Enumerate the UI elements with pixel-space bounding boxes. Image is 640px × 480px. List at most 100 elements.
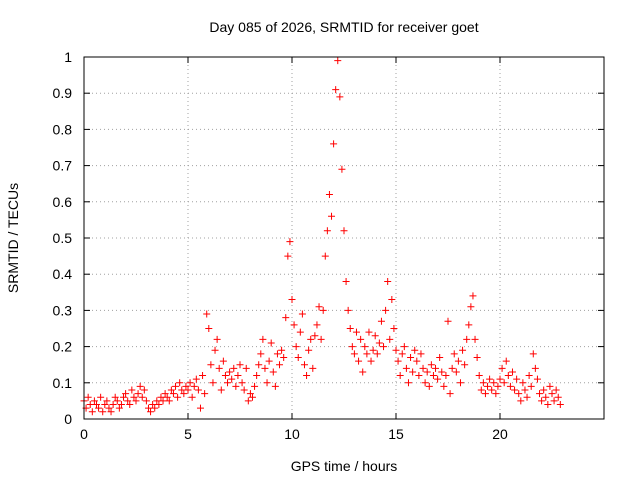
data-point: [388, 296, 396, 304]
data-point: [255, 361, 263, 369]
x-tick-label: 0: [80, 426, 88, 442]
data-point: [286, 238, 294, 246]
data-point: [248, 393, 256, 401]
data-point: [261, 364, 269, 372]
data-point: [124, 397, 132, 405]
data-point: [224, 379, 232, 387]
data-point: [365, 328, 373, 336]
data-point: [142, 397, 150, 405]
data-point: [221, 372, 229, 380]
data-point: [523, 393, 531, 401]
data-point: [105, 404, 113, 412]
data-point: [432, 364, 440, 372]
data-point: [390, 325, 398, 332]
data-point: [246, 390, 254, 398]
data-point: [521, 386, 529, 394]
data-point: [548, 390, 556, 398]
data-point: [511, 386, 519, 394]
data-point: [536, 390, 544, 398]
data-point: [257, 350, 265, 358]
data-point: [251, 382, 259, 390]
data-point: [296, 328, 304, 336]
data-point: [115, 404, 123, 412]
data-point: [334, 57, 342, 65]
data-point: [182, 382, 190, 390]
data-point: [554, 393, 562, 401]
data-point: [176, 379, 184, 387]
data-point: [288, 296, 296, 304]
data-point: [402, 364, 410, 372]
data-point: [498, 364, 506, 372]
data-point: [427, 361, 435, 369]
data-point: [361, 343, 369, 351]
data-point: [273, 350, 281, 358]
data-point: [454, 357, 462, 365]
data-point: [238, 379, 246, 387]
data-point: [186, 379, 194, 387]
data-point: [232, 382, 240, 390]
data-point: [419, 364, 427, 372]
data-point: [103, 397, 111, 405]
data-point: [400, 343, 408, 351]
data-point: [284, 252, 292, 260]
data-point: [440, 382, 448, 390]
data-point: [411, 346, 419, 354]
data-point: [130, 393, 138, 401]
data-point: [236, 361, 244, 369]
data-point: [172, 382, 180, 390]
data-point: [363, 350, 371, 358]
data-point: [475, 372, 483, 380]
data-point: [267, 339, 275, 347]
data-point: [328, 212, 336, 220]
data-point: [323, 227, 331, 235]
data-point: [517, 397, 525, 405]
x-tick-labels: 0 5 10 15 20: [80, 426, 508, 442]
data-point: [404, 379, 412, 387]
data-point: [136, 382, 144, 390]
data-point: [506, 382, 514, 390]
data-point: [138, 393, 146, 401]
data-point: [201, 390, 209, 398]
data-point: [101, 401, 109, 409]
y-tick-label: 0.9: [53, 85, 73, 101]
data-point: [230, 364, 238, 372]
data-point: [525, 372, 533, 380]
data-point: [459, 346, 467, 354]
data-point: [86, 401, 94, 409]
data-point: [508, 368, 516, 376]
data-point: [479, 379, 487, 387]
data-point: [84, 393, 92, 401]
data-point: [348, 343, 356, 351]
y-tick-label: 0.1: [53, 375, 73, 391]
data-point: [467, 303, 475, 311]
x-tick-label: 20: [492, 426, 508, 442]
data-point: [330, 140, 338, 148]
data-point: [132, 397, 140, 405]
y-tick-label: 0.7: [53, 158, 73, 174]
data-point: [429, 372, 437, 380]
data-point: [120, 393, 128, 401]
data-point: [384, 277, 392, 285]
data-point: [375, 339, 383, 347]
data-point: [319, 306, 327, 314]
data-point: [546, 382, 554, 390]
data-point: [303, 372, 311, 380]
data-point: [159, 397, 167, 405]
data-point: [488, 386, 496, 394]
data-point: [307, 335, 315, 343]
data-point: [226, 368, 234, 376]
data-point: [496, 375, 504, 383]
y-tick-label: 0.4: [53, 266, 73, 282]
data-point: [184, 386, 192, 394]
data-point: [278, 346, 286, 354]
data-point: [377, 317, 385, 325]
data-point: [205, 325, 213, 332]
data-point: [313, 321, 321, 329]
data-point: [544, 401, 552, 409]
data-point: [438, 368, 446, 376]
x-tick-label: 10: [284, 426, 300, 442]
data-point: [280, 353, 288, 361]
data-point: [90, 397, 98, 405]
data-point: [109, 401, 117, 409]
data-point: [350, 350, 358, 358]
